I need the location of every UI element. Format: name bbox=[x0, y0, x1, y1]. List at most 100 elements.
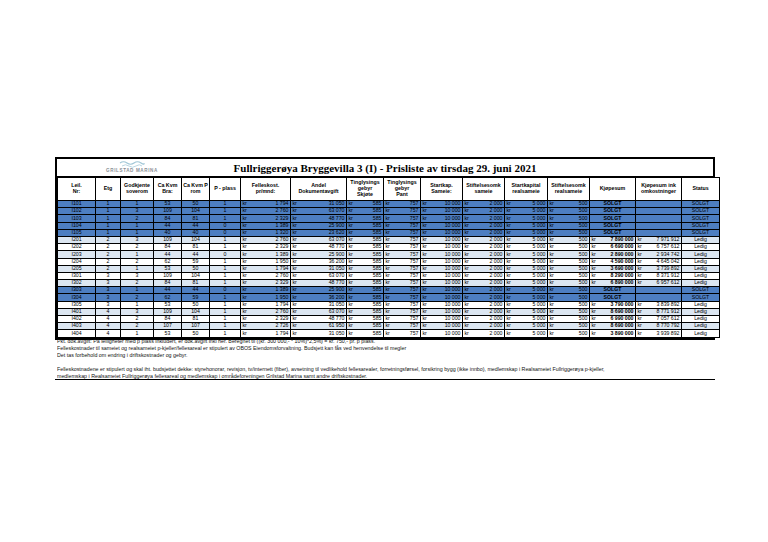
currency-prefix: kr bbox=[550, 273, 554, 279]
amount: 585 bbox=[373, 244, 382, 250]
currency-prefix: kr bbox=[638, 316, 642, 322]
currency-prefix: kr bbox=[592, 280, 596, 286]
amount: 757 bbox=[410, 309, 419, 315]
currency-prefix: kr bbox=[592, 237, 596, 243]
currency-prefix: kr bbox=[293, 216, 297, 222]
amount: 7 971 912 bbox=[656, 237, 679, 243]
cell-ink: kr 7 971 912 bbox=[636, 236, 682, 243]
cell-ink: kr6 957 612 bbox=[636, 280, 682, 287]
cell-bra: 53 bbox=[154, 201, 182, 208]
currency-prefix: kr bbox=[349, 223, 353, 229]
column-header-prom: Ca Kvm P rom bbox=[182, 178, 210, 201]
cell-prom: 50 bbox=[182, 301, 210, 308]
cell-bra: 84 bbox=[154, 215, 182, 222]
cell-stift_sameie: kr2 000 bbox=[463, 301, 505, 308]
cell-etg: 3 bbox=[96, 294, 121, 301]
amount: 585 bbox=[373, 323, 382, 329]
amount: 10 000 bbox=[445, 252, 461, 258]
amount: 5 000 bbox=[533, 252, 546, 258]
amount: 2 760 bbox=[276, 273, 289, 279]
currency-prefix: kr bbox=[550, 208, 554, 214]
amount: 7 057 612 bbox=[656, 316, 679, 322]
cell-pant: kr757 bbox=[384, 229, 421, 236]
cell-stift_real: kr500 bbox=[548, 201, 590, 208]
cell-dok: kr36 200 bbox=[291, 258, 347, 265]
currency-prefix: kr bbox=[423, 244, 427, 250]
cell-stift_real: kr500 bbox=[548, 251, 590, 258]
currency-prefix: kr bbox=[465, 273, 469, 279]
amount: 2 934 742 bbox=[656, 252, 679, 258]
amount: 5 000 bbox=[533, 280, 546, 286]
currency-prefix: kr bbox=[386, 280, 390, 286]
amount: 2 760 bbox=[276, 309, 289, 315]
amount: 5 000 bbox=[533, 316, 546, 322]
cell-kjopesum: SOLGT bbox=[590, 208, 636, 215]
amount: 8 690 000 bbox=[610, 323, 633, 329]
amount: 10 000 bbox=[445, 223, 461, 229]
currency-prefix: kr bbox=[423, 331, 427, 337]
cell-etg: 2 bbox=[96, 258, 121, 265]
cell-stift_sameie: kr2 000 bbox=[463, 323, 505, 330]
cell-kjopesum: SOLGT bbox=[590, 215, 636, 222]
currency-prefix: kr bbox=[507, 201, 511, 207]
column-header-stift_sameie: Stiftelsesomk sameie bbox=[463, 178, 505, 201]
amount: 2 760 bbox=[276, 237, 289, 243]
amount: 585 bbox=[373, 302, 382, 308]
cell-stift_sameie: kr2 000 bbox=[463, 330, 505, 337]
amount: 1 389 bbox=[276, 287, 289, 293]
cell-ink: kr6 757 612 bbox=[636, 244, 682, 251]
amount: 2 329 bbox=[276, 216, 289, 222]
amount: 10 000 bbox=[445, 259, 461, 265]
currency-prefix: kr bbox=[349, 287, 353, 293]
currency-prefix: kr bbox=[386, 208, 390, 214]
amount: 585 bbox=[373, 331, 382, 337]
amount: 585 bbox=[373, 280, 382, 286]
amount: 585 bbox=[373, 295, 382, 301]
cell-ink bbox=[636, 294, 682, 301]
cell-bra: 62 bbox=[154, 258, 182, 265]
currency-prefix: kr bbox=[349, 201, 353, 207]
currency-prefix: kr bbox=[386, 230, 390, 236]
cell-felles: kr1 320 bbox=[241, 229, 291, 236]
currency-prefix: kr bbox=[293, 266, 297, 272]
currency-prefix: kr bbox=[465, 216, 469, 222]
currency-prefix: kr bbox=[550, 280, 554, 286]
cell-status: SOLGT bbox=[682, 208, 720, 215]
cell-skjote: kr585 bbox=[347, 265, 384, 272]
column-header-sov: Godkjente soverom bbox=[121, 178, 154, 201]
currency-prefix: kr bbox=[423, 266, 427, 272]
cell-startkap_real: kr5 000 bbox=[505, 301, 548, 308]
currency-prefix: kr bbox=[386, 216, 390, 222]
currency-prefix: kr bbox=[465, 223, 469, 229]
cell-p: 1 bbox=[210, 308, 241, 315]
currency-prefix: kr bbox=[550, 252, 554, 258]
amount: 2 000 bbox=[490, 230, 503, 236]
cell-nr: I304 bbox=[58, 294, 96, 301]
currency-prefix: kr bbox=[349, 273, 353, 279]
cell-bra: 109 bbox=[154, 208, 182, 215]
amount: 757 bbox=[410, 287, 419, 293]
amount: 2 000 bbox=[490, 302, 503, 308]
cell-skjote: kr585 bbox=[347, 215, 384, 222]
cell-stift_sameie: kr2 000 bbox=[463, 316, 505, 323]
currency-prefix: kr bbox=[638, 237, 642, 243]
cell-felles: kr1 389 bbox=[241, 251, 291, 258]
cell-startkap_real: kr5 000 bbox=[505, 280, 548, 287]
cell-pant: kr757 bbox=[384, 301, 421, 308]
amount: 500 bbox=[579, 259, 588, 265]
cell-status: SOLGT bbox=[682, 222, 720, 229]
cell-startkap_real: kr5 000 bbox=[505, 229, 548, 236]
currency-prefix: kr bbox=[423, 280, 427, 286]
cell-stift_real: kr500 bbox=[548, 316, 590, 323]
amount: 585 bbox=[373, 230, 382, 236]
cell-kjopesum: kr2 890 000 bbox=[590, 251, 636, 258]
cell-felles: kr2 760 bbox=[241, 236, 291, 243]
currency-prefix: kr bbox=[550, 201, 554, 207]
amount: 10 000 bbox=[445, 302, 461, 308]
amount: 6 757 612 bbox=[656, 244, 679, 250]
currency-prefix: kr bbox=[386, 237, 390, 243]
currency-prefix: kr bbox=[507, 208, 511, 214]
currency-prefix: kr bbox=[465, 309, 469, 315]
currency-prefix: kr bbox=[293, 252, 297, 258]
amount: 3 790 000 bbox=[610, 302, 633, 308]
